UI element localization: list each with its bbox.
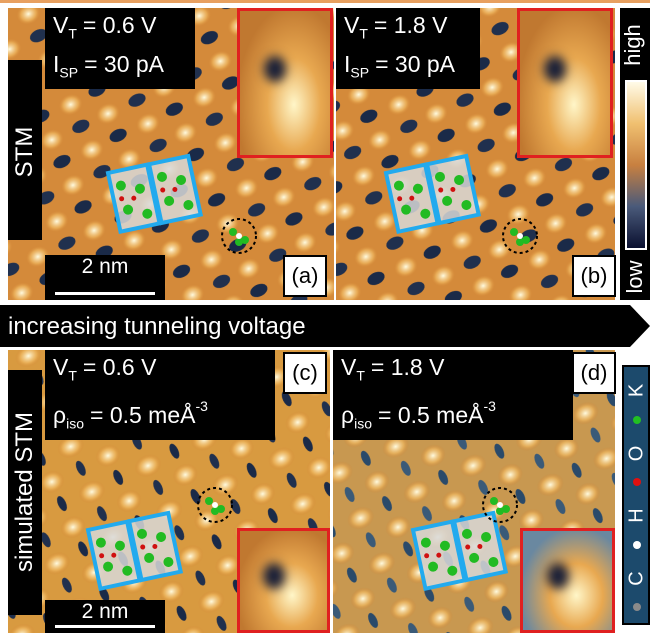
subscript: T [359,26,368,42]
symbol: ρ [341,402,354,428]
subscript: iso [66,415,84,431]
subscript: SP [59,64,78,80]
value: = 30 pA [84,51,164,77]
legend-item: K [624,367,650,430]
value: = 0.6 V [83,354,157,380]
colorbar-low: low [622,252,650,302]
symbol: V [341,354,356,380]
scale-bar: 2 nm [45,600,165,633]
value: = 0.6 V [83,12,157,38]
subscript: iso [354,415,372,431]
panel-label: (a) [283,255,327,297]
parameter-line: VT = 1.8 V [344,10,472,49]
symbol: ρ [53,402,66,428]
legend-dot [633,603,641,611]
parameter-line: VT = 0.6 V [53,10,187,49]
value: = 1.8 V [374,12,448,38]
zoom-inset [237,8,333,158]
parameter-line: VT = 1.8 V [341,352,565,391]
value: = 0.5 meÅ [378,402,483,428]
parameter-line: VT = 0.6 V [53,352,267,391]
legend-item: C [624,555,650,618]
arrow: increasing tunneling voltage [0,305,650,347]
zoom-inset [517,8,613,158]
arrow-text: increasing tunneling voltage [8,313,306,340]
superscript: -3 [483,398,495,414]
legend-label: K [626,366,649,416]
subscript: T [68,368,77,384]
inset-dark-spot [544,56,566,82]
legend-item: H [624,492,650,555]
legend-dot [633,541,641,549]
inset-dark-spot [263,563,285,589]
parameter-box: VT = 1.8 V ρiso = 0.5 meÅ-3 [333,350,573,440]
colorbar-high: high [620,20,650,70]
subscript: T [68,26,77,42]
panel-label: (b) [572,255,616,297]
legend-label: H [626,491,649,541]
parameter-line: ρiso = 0.5 meÅ-3 [341,391,565,439]
row-label: STM [11,102,39,202]
inset-dark-spot [264,56,286,82]
value: = 1.8 V [371,354,445,380]
legend-dot [633,478,641,486]
legend-label: O [626,428,649,478]
parameter-line: ρiso = 0.5 meÅ-3 [53,391,267,439]
scale-bar-text: 2 nm [45,255,165,279]
symbol: V [53,354,68,380]
legend-dot [633,416,641,424]
scale-bar: 2 nm [45,255,165,300]
subscript: SP [350,64,369,80]
inset-dark-spot [547,563,569,589]
zoom-inset [237,528,330,633]
value: = 30 pA [375,51,455,77]
legend-label: C [626,553,649,603]
parameter-line: ISP= 30 pA [53,49,187,88]
scale-bar-line [55,292,155,295]
panel-label: (d) [572,352,616,394]
subscript: T [356,368,365,384]
colorbar [625,80,647,250]
panel-label: (c) [283,352,327,394]
figure: increasing tunneling voltage VT= 0.6 VIS… [0,0,650,633]
zoom-inset [520,528,615,633]
symbol: V [53,12,68,38]
superscript: -3 [195,398,207,414]
symbol: V [344,12,359,38]
parameter-line: ISP= 30 pA [344,49,472,88]
scale-bar-text: 2 nm [45,600,165,624]
top-rule [0,0,650,3]
value: = 0.5 meÅ [90,402,195,428]
scale-bar-line [55,625,155,628]
parameter-box: VT = 0.6 V ρiso = 0.5 meÅ-3 [45,350,275,440]
row-label: simulated STM [11,412,39,572]
legend-item: O [624,430,650,493]
